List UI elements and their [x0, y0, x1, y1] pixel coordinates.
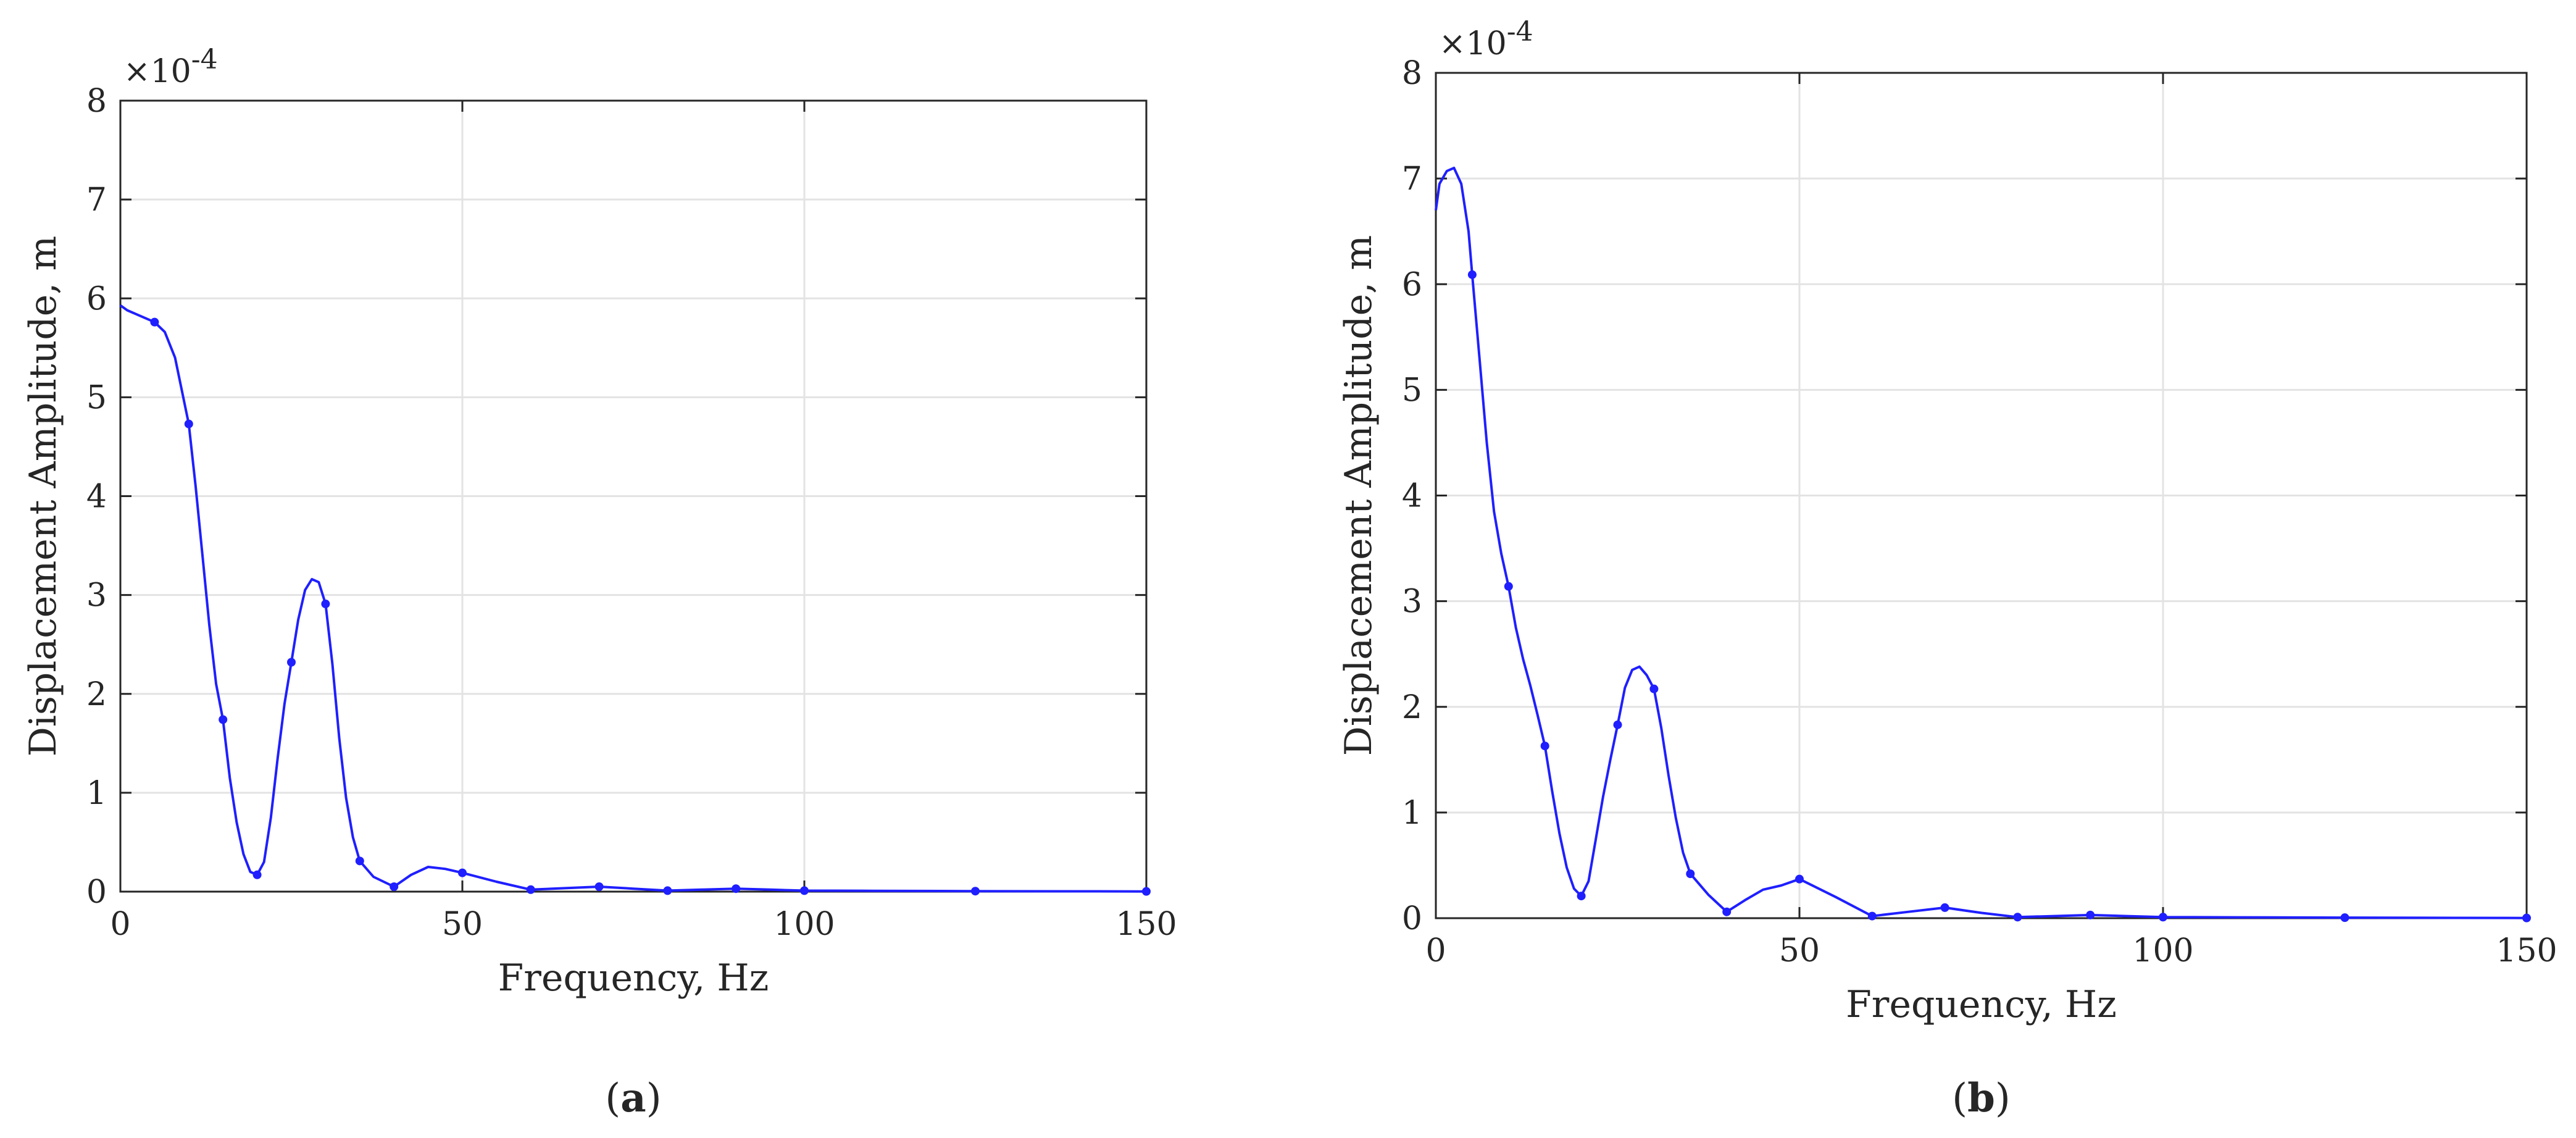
chart-b-y-tick-label-5: 5 [1402, 372, 1422, 409]
chart-b-series-line [1435, 167, 2527, 919]
chart-b-x-tick-label-2: 100 [2132, 932, 2193, 969]
chart-a-data-point-0 [150, 317, 159, 327]
chart-a-data-point-12 [732, 884, 741, 893]
chart-b-data-point-3 [1577, 892, 1586, 901]
chart-a-y-axis-label: Displacement Amplitude, m [22, 236, 65, 757]
chart-a-y-exponent-label: ×10-4 [123, 44, 218, 90]
chart-a-x-axis-label: Frequency, Hz [498, 956, 769, 1000]
chart-b-data-point-5 [1649, 684, 1659, 693]
chart-b-data-point-8 [1795, 874, 1804, 884]
chart-b-data-point-13 [2159, 913, 2167, 922]
chart-a-data-point-9 [526, 885, 535, 894]
chart-b: 0 50 100 150 0 1 2 3 4 5 6 7 8 ×10-4 Frequency, Hz Disp… [1337, 16, 2557, 1121]
chart-b-data-point-9 [1867, 911, 1877, 921]
chart-b-data-point-4 [1613, 720, 1622, 729]
chart-a-data-point-11 [663, 886, 672, 895]
chart-a-data-point-4 [287, 658, 296, 667]
chart-b-y-tick-label-0: 0 [1402, 900, 1422, 937]
chart-a-data-point-1 [184, 419, 193, 429]
chart-a-y-tick-label-2: 2 [86, 676, 107, 713]
chart-b-y-tick-label-8: 8 [1402, 55, 1422, 92]
chart-a-data-point-7 [390, 882, 399, 891]
chart-b-panel-label: (b) [1952, 1075, 2011, 1121]
chart-a-data-point-8 [458, 868, 467, 877]
chart-b-data-point-14 [2340, 913, 2349, 923]
chart-b-x-tick-label-3: 150 [2496, 932, 2557, 969]
chart-b-y-tick-label-6: 6 [1402, 266, 1422, 303]
chart-a-y-tick-label-3: 3 [86, 577, 107, 614]
chart-a-y-tick-label-5: 5 [86, 379, 107, 416]
chart-a-y-tick-label-1: 1 [86, 775, 107, 812]
chart-a-panel-label: (a) [605, 1075, 661, 1121]
chart-a-series-line [119, 304, 1147, 893]
chart-a-data-point-14 [971, 887, 980, 896]
chart-b-data-point-2 [1540, 742, 1549, 751]
chart-b-data-point-7 [1722, 907, 1732, 916]
chart-b-data-point-10 [1940, 903, 1949, 912]
chart-a-data-point-6 [355, 856, 364, 866]
chart-a-x-tick-label-0: 0 [110, 906, 130, 943]
chart-a-x-tick-label-3: 150 [1115, 906, 1177, 943]
chart-a-data-point-5 [321, 600, 330, 609]
chart-b-data-point-6 [1686, 869, 1695, 879]
chart-a-data-point-3 [252, 870, 262, 879]
chart-b-y-axis-label: Displacement Amplitude, m [1337, 235, 1380, 756]
chart-a-y-tick-label-7: 7 [86, 182, 107, 219]
chart-b-y-tick-label-3: 3 [1402, 584, 1422, 621]
chart-b-data-point-0 [1467, 270, 1477, 279]
chart-a-data-point-2 [219, 715, 228, 724]
chart-a-data-point-15 [1142, 887, 1151, 896]
chart-b-x-tick-label-0: 0 [1425, 932, 1446, 969]
chart-b-x-tick-label-1: 50 [1779, 932, 1820, 969]
chart-b-data-point-1 [1504, 582, 1513, 591]
chart-b-data-point-11 [2013, 913, 2022, 922]
chart-b-y-tick-label-4: 4 [1402, 478, 1422, 515]
chart-a-x-tick-label-1: 50 [442, 906, 483, 943]
chart-a: 0 50 100 150 0 1 2 3 4 5 6 7 8 ×10-4 Frequency, Hz Disp… [22, 44, 1177, 1121]
chart-b-data-point-15 [2522, 913, 2531, 923]
chart-b-y-tick-label-1: 1 [1402, 795, 1422, 832]
chart-b-y-tick-label-7: 7 [1402, 161, 1422, 198]
chart-a-y-tick-label-6: 6 [86, 280, 107, 317]
chart-b-y-exponent-label: ×10-4 [1439, 16, 1533, 62]
chart-a-y-tick-label-4: 4 [86, 479, 107, 516]
chart-a-x-tick-label-2: 100 [773, 906, 835, 943]
chart-b-x-axis-label: Frequency, Hz [1846, 983, 2117, 1026]
chart-b-y-tick-label-2: 2 [1402, 689, 1422, 726]
chart-b-data-point-12 [2086, 910, 2095, 919]
chart-a-y-tick-label-0: 0 [86, 874, 107, 911]
chart-a-data-point-10 [594, 882, 604, 891]
chart-a-y-tick-label-8: 8 [86, 83, 107, 120]
chart-a-data-point-13 [800, 886, 809, 895]
